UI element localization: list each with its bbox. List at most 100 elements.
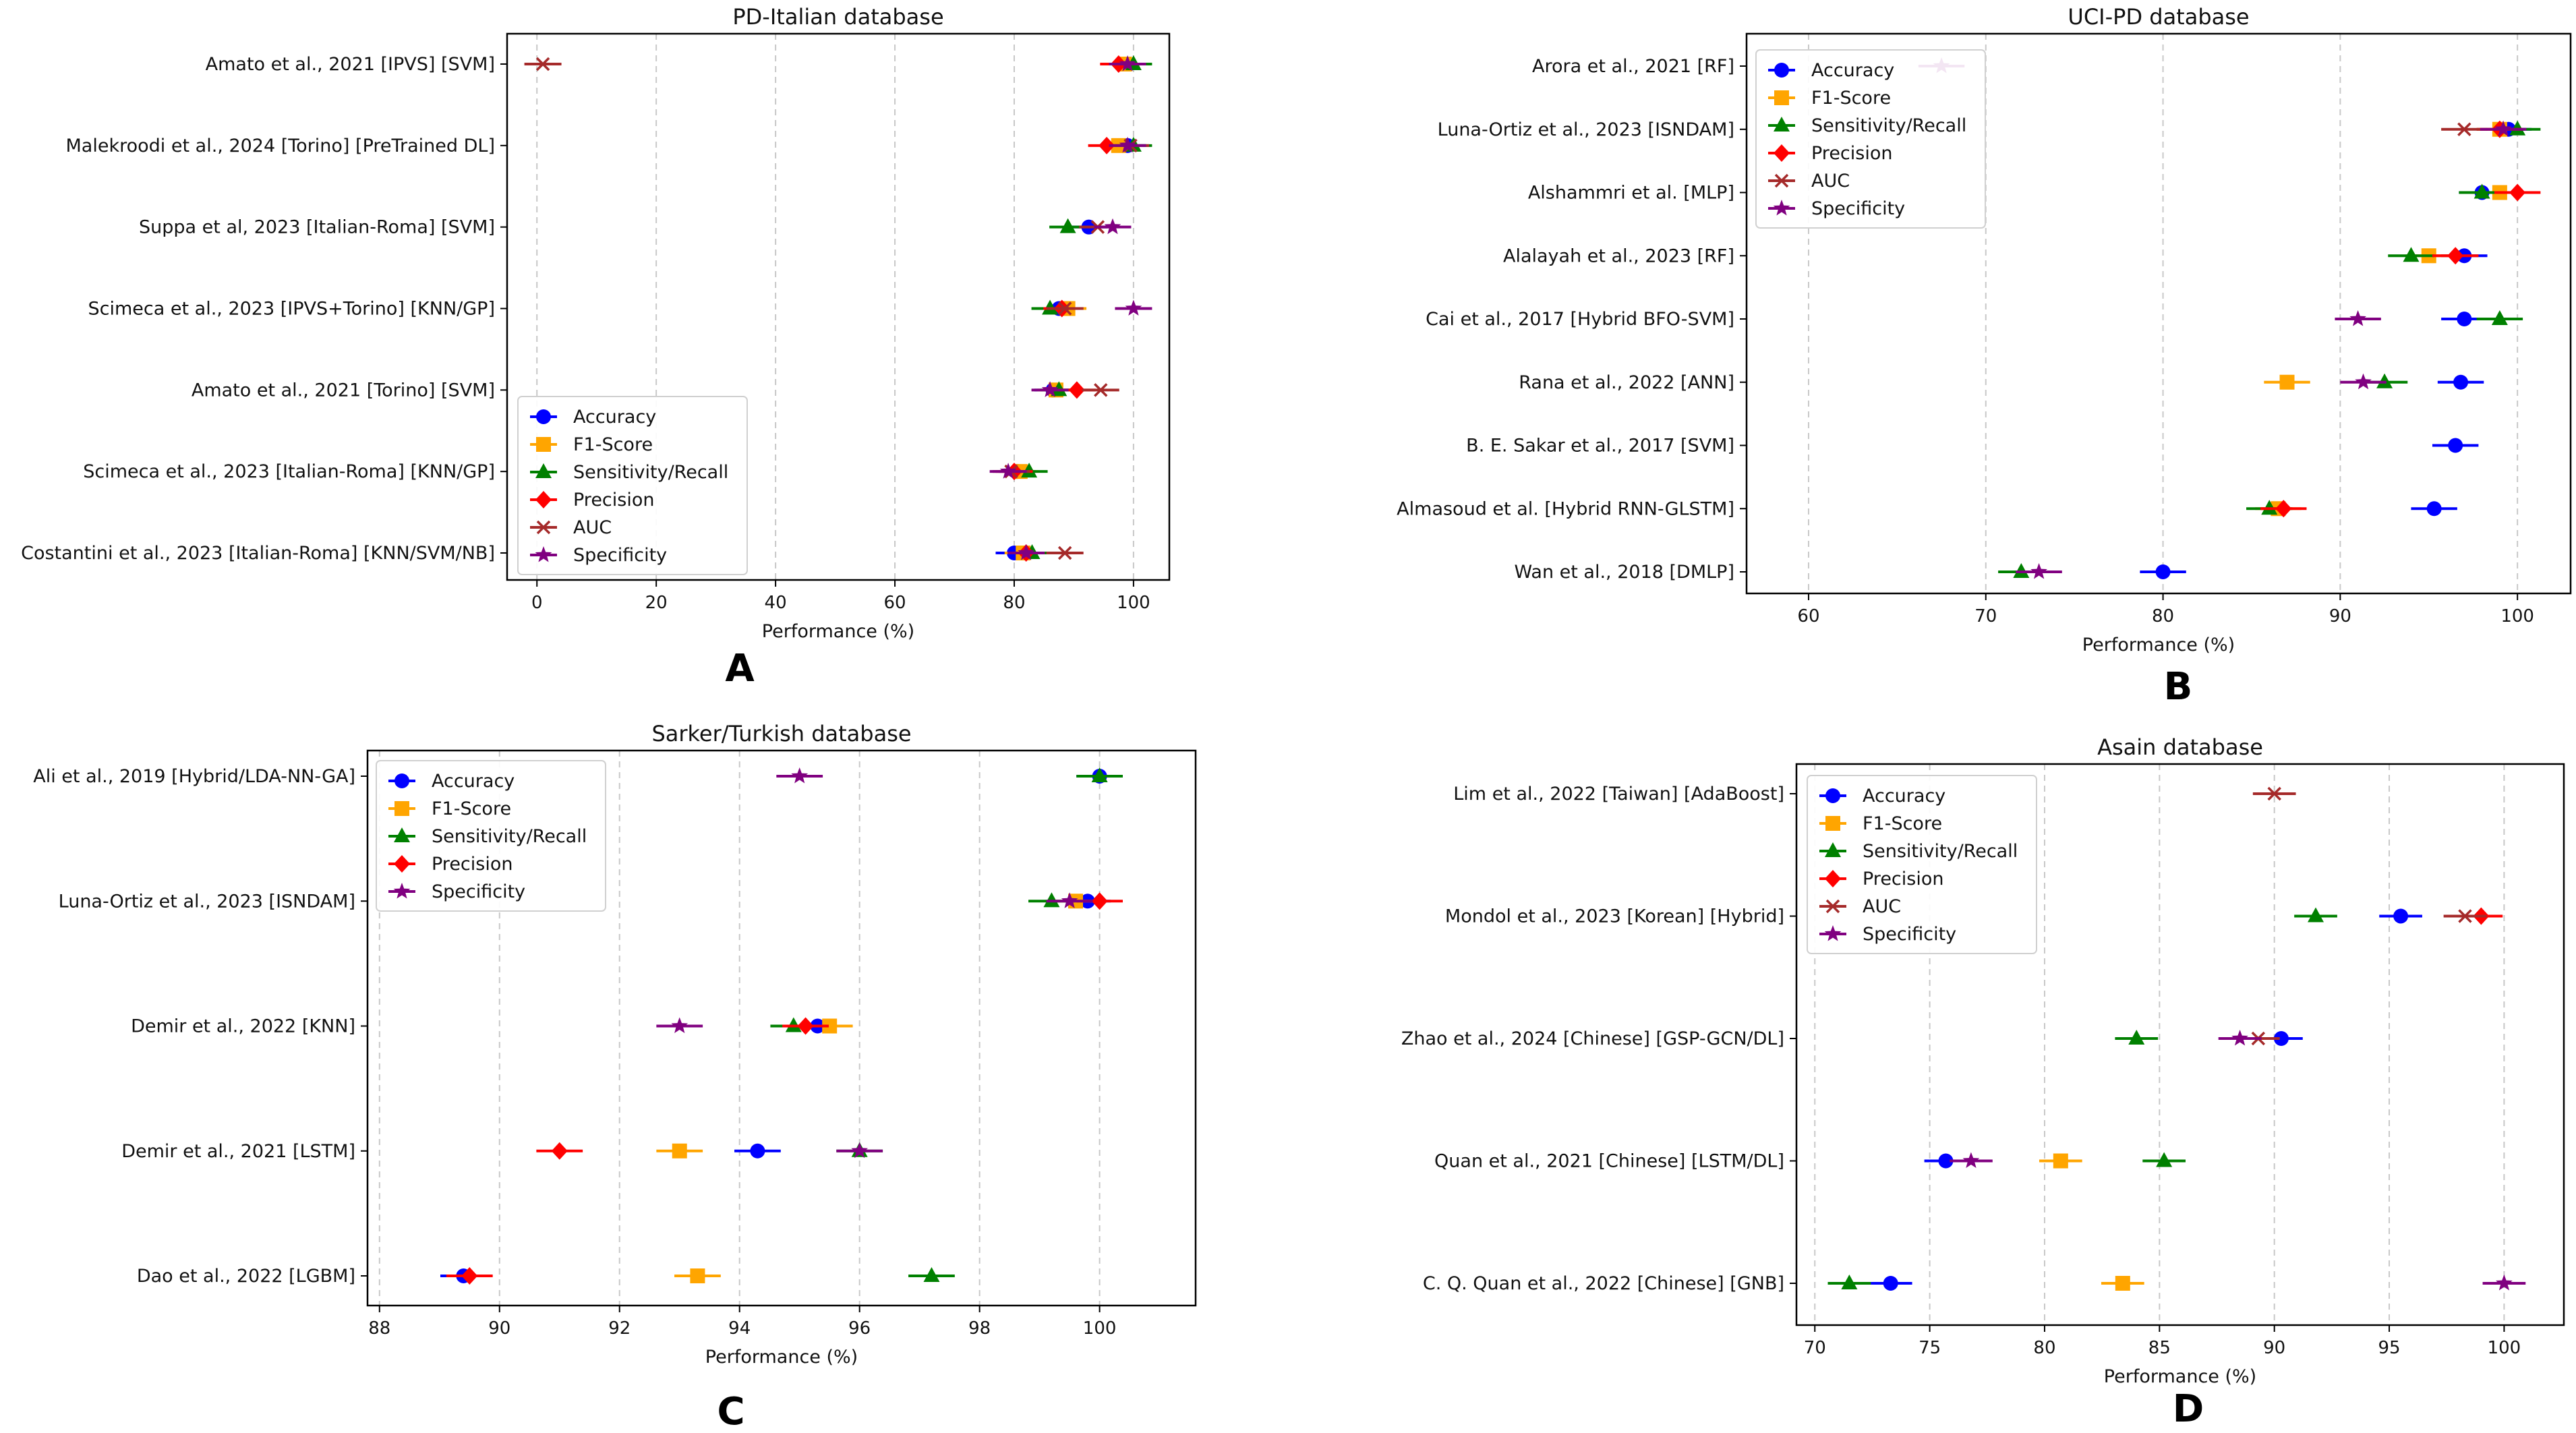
- y-category-label: Alalayah et al., 2023 [RF]: [1503, 245, 1734, 266]
- point-f1-score: [2115, 1276, 2130, 1291]
- point-accuracy: [1938, 1153, 1954, 1169]
- point-sensitivity-recall: [1091, 767, 1108, 782]
- point-specificity: [1125, 299, 1142, 316]
- x-tick-label: 100: [2500, 606, 2534, 626]
- point-specificity: [2231, 1030, 2248, 1046]
- x-tick-label: 60: [1797, 606, 1819, 626]
- legend-marker-sensitivity-recall: [1825, 842, 1841, 857]
- x-tick-label: 0: [531, 593, 543, 613]
- point-accuracy: [2448, 438, 2463, 453]
- y-category-label: C. Q. Quan et al., 2022 [Chinese] [GNB]: [1423, 1273, 1784, 1294]
- point-specificity: [2494, 120, 2512, 137]
- panel-sarker-turkish-database: 88 90 92 94 96 98 100 Ali et al., 2019 [Hybrid/…: [33, 721, 1197, 1433]
- x-tick-label: 80: [2033, 1338, 2055, 1358]
- x-tick-label: 92: [608, 1318, 631, 1339]
- point-sensitivity-recall: [923, 1267, 940, 1282]
- legend-marker-f1-score: [1774, 90, 1789, 105]
- y-category-label: Costantini et al., 2023 [Italian-Roma] […: [21, 543, 495, 564]
- point-auc: [2457, 122, 2471, 136]
- point-specificity: [1061, 892, 1078, 908]
- legend-label: F1-Score: [1811, 88, 1891, 109]
- x-tick-label: 100: [1117, 593, 1150, 613]
- y-category-label: Almasoud et al. [Hybrid RNN-GLSTM]: [1397, 498, 1734, 519]
- y-category-label: Luna-Ortiz et al., 2023 [ISNDAM]: [1438, 119, 1734, 140]
- legend-box: [376, 760, 606, 912]
- legend: Accuracy F1-Score Sensitivity/Recall Precis…: [1755, 49, 1986, 229]
- x-tick-label: 75: [1919, 1338, 1941, 1358]
- x-axis-label: Performance (%): [2104, 1366, 2256, 1387]
- y-category-label: Lim et al., 2022 [Taiwan] [AdaBoost]: [1453, 784, 1784, 805]
- legend-label: Accuracy: [1811, 60, 1894, 81]
- point-specificity: [1041, 381, 1059, 397]
- x-tick-label: 100: [2488, 1338, 2521, 1358]
- point-auc: [1094, 383, 1108, 397]
- y-category-label: Demir et al., 2021 [LSTM]: [121, 1141, 355, 1162]
- x-tick-label: 80: [2152, 606, 2174, 626]
- legend-label: F1-Score: [1863, 813, 1942, 834]
- chart-title: Asain database: [2097, 734, 2263, 760]
- point-accuracy: [2457, 312, 2472, 326]
- legend-marker-precision: [1774, 144, 1790, 162]
- point-sensitivity-recall: [2491, 310, 2508, 325]
- point-specificity: [1119, 136, 1136, 153]
- x-axis-label: Performance (%): [2082, 635, 2235, 655]
- point-auc: [535, 57, 550, 71]
- y-category-label: Zhao et al., 2024 [Chinese] [GSP-GCN/DL]: [1401, 1028, 1784, 1049]
- point-sensitivity-recall: [1841, 1275, 1858, 1289]
- legend-label: Accuracy: [573, 407, 656, 428]
- point-specificity: [2355, 373, 2372, 390]
- point-specificity: [671, 1017, 689, 1033]
- legend: Accuracy F1-Score Sensitivity/Recall Precis…: [517, 396, 748, 575]
- legend-label: Specificity: [432, 881, 525, 902]
- legend-label: Specificity: [573, 545, 667, 566]
- point-auc: [2267, 786, 2281, 801]
- y-category-label: Luna-Ortiz et al., 2023 [ISNDAM]: [59, 891, 355, 912]
- legend-marker-specificity: [1824, 925, 1842, 941]
- legend-box: [1807, 775, 2037, 954]
- plot-frame: [366, 749, 1197, 1307]
- legend-marker-specificity: [393, 883, 411, 899]
- legend-label: Specificity: [1811, 198, 1905, 219]
- x-axis-label: Performance (%): [705, 1347, 858, 1368]
- point-specificity: [791, 767, 809, 784]
- x-tick-label: 20: [645, 593, 668, 613]
- legend-label: Accuracy: [432, 771, 515, 792]
- point-f1-score: [822, 1018, 838, 1034]
- panel-letter: A: [725, 647, 755, 691]
- point-accuracy: [1883, 1276, 1898, 1291]
- y-category-label: Rana et al., 2022 [ANN]: [1519, 372, 1734, 393]
- point-specificity: [1119, 55, 1136, 71]
- legend-label: Precision: [573, 490, 654, 510]
- point-accuracy: [2453, 374, 2469, 390]
- legend-marker-sensitivity-recall: [394, 827, 410, 842]
- legend-label: Sensitivity/Recall: [573, 462, 728, 483]
- point-auc: [2458, 909, 2472, 923]
- y-category-label: Dao et al., 2022 [LGBM]: [137, 1266, 355, 1287]
- plot-frame: [506, 32, 1171, 581]
- point-f1-score: [2053, 1153, 2068, 1169]
- legend-label: AUC: [573, 517, 612, 538]
- legend-label: Precision: [432, 854, 513, 875]
- chart-title: Sarker/Turkish database: [651, 721, 911, 747]
- legend-label: AUC: [1863, 896, 1901, 917]
- point-precision: [797, 1017, 814, 1035]
- point-accuracy: [2393, 908, 2409, 924]
- point-precision: [1091, 892, 1108, 910]
- point-sensitivity-recall: [1059, 218, 1076, 233]
- legend: Accuracy F1-Score Sensitivity/Recall Precis…: [1807, 775, 2037, 954]
- point-precision: [551, 1142, 568, 1160]
- legend-label: F1-Score: [573, 434, 653, 455]
- y-category-label: Scimeca et al., 2023 [IPVS+Torino] [KNN/…: [88, 299, 496, 320]
- x-tick-label: 40: [765, 593, 787, 613]
- point-specificity: [1018, 544, 1034, 560]
- legend-marker-f1-score: [536, 437, 551, 452]
- y-category-label: Amato et al., 2021 [Torino] [SVM]: [192, 380, 495, 401]
- x-tick-label: 98: [968, 1318, 991, 1339]
- x-tick-label: 90: [2263, 1338, 2285, 1358]
- panel-asain-database: 70 75 80 85 90 95 100 Lim et al., 2022 [Taiwan]…: [1401, 734, 2565, 1431]
- y-category-label: Arora et al., 2021 [RF]: [1532, 56, 1734, 77]
- point-sensitivity-recall: [2128, 1030, 2145, 1045]
- legend-marker-auc: [536, 520, 551, 535]
- point-f1-score: [2279, 374, 2295, 390]
